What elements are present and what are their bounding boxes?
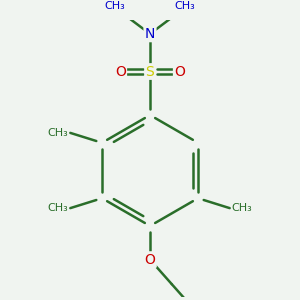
Text: O: O bbox=[145, 253, 155, 267]
Text: CH₃: CH₃ bbox=[48, 128, 68, 138]
Text: N: N bbox=[145, 27, 155, 41]
Text: CH₃: CH₃ bbox=[105, 1, 125, 11]
Text: CH₃: CH₃ bbox=[175, 1, 195, 11]
Text: S: S bbox=[146, 64, 154, 79]
Text: O: O bbox=[174, 64, 185, 79]
Text: O: O bbox=[115, 64, 126, 79]
Text: CH₃: CH₃ bbox=[232, 203, 252, 213]
Text: CH₃: CH₃ bbox=[48, 203, 68, 213]
